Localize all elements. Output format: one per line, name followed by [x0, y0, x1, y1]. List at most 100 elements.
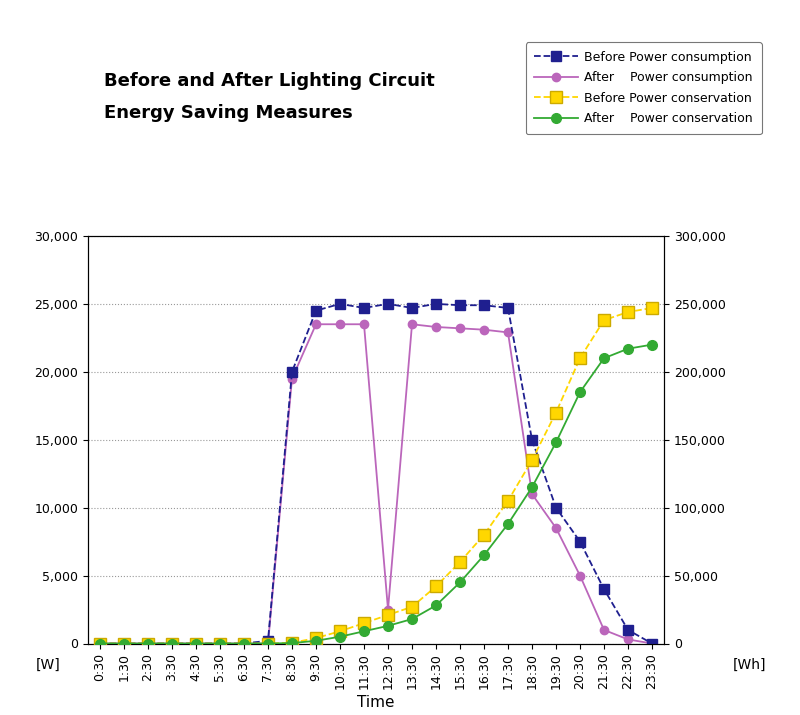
- Before Power consumption: [263, 636, 273, 645]
- Before Power consumption: [527, 435, 537, 444]
- Line: After    Power conservation: After Power conservation: [95, 340, 657, 649]
- After    Power conservation: [95, 639, 105, 648]
- After    Power consumption: [503, 328, 513, 337]
- After    Power consumption: [455, 324, 465, 332]
- After    Power consumption: [383, 605, 393, 613]
- After    Power consumption: [263, 639, 273, 648]
- Before Power consumption: [599, 585, 609, 593]
- Before Power consumption: [287, 368, 297, 376]
- Before Power conservation: [647, 304, 657, 312]
- After    Power conservation: [599, 354, 609, 363]
- After    Power consumption: [623, 635, 633, 644]
- After    Power conservation: [503, 520, 513, 528]
- After    Power conservation: [431, 601, 441, 610]
- After    Power consumption: [191, 639, 201, 648]
- After    Power conservation: [623, 345, 633, 353]
- After    Power consumption: [311, 320, 321, 329]
- After    Power conservation: [383, 621, 393, 630]
- Before Power consumption: [119, 639, 129, 648]
- Before Power consumption: [215, 639, 225, 648]
- Before Power conservation: [551, 408, 561, 417]
- Before Power conservation: [479, 531, 489, 539]
- Before Power consumption: [623, 626, 633, 634]
- Line: After    Power consumption: After Power consumption: [96, 320, 656, 648]
- Before Power consumption: [551, 503, 561, 512]
- Before Power consumption: [407, 304, 417, 312]
- Text: Energy Saving Measures: Energy Saving Measures: [104, 104, 353, 122]
- Before Power consumption: [575, 538, 585, 546]
- Before Power conservation: [119, 639, 129, 648]
- After    Power conservation: [287, 638, 297, 647]
- Before Power conservation: [95, 639, 105, 648]
- Before Power conservation: [359, 618, 369, 628]
- Before Power consumption: [359, 304, 369, 312]
- After    Power consumption: [143, 639, 153, 648]
- X-axis label: Time: Time: [358, 695, 394, 710]
- Before Power conservation: [599, 316, 609, 325]
- After    Power conservation: [143, 639, 153, 648]
- After    Power conservation: [647, 340, 657, 349]
- After    Power consumption: [407, 320, 417, 329]
- Before Power consumption: [95, 639, 105, 648]
- Text: [Wh]: [Wh]: [733, 658, 766, 672]
- After    Power consumption: [239, 639, 249, 648]
- Before Power consumption: [143, 639, 153, 648]
- After    Power consumption: [95, 639, 105, 648]
- After    Power consumption: [479, 325, 489, 334]
- After    Power consumption: [527, 490, 537, 498]
- Before Power consumption: [455, 301, 465, 310]
- Before Power conservation: [623, 307, 633, 316]
- After    Power conservation: [119, 639, 129, 648]
- After    Power conservation: [335, 632, 345, 641]
- After    Power conservation: [239, 639, 249, 648]
- After    Power conservation: [359, 627, 369, 636]
- After    Power conservation: [575, 388, 585, 396]
- After    Power conservation: [479, 551, 489, 559]
- Before Power consumption: [311, 306, 321, 315]
- After    Power conservation: [407, 615, 417, 623]
- Before Power consumption: [167, 639, 177, 648]
- Line: Before Power conservation: Before Power conservation: [94, 302, 658, 649]
- Before Power conservation: [455, 558, 465, 566]
- Text: Before and After Lighting Circuit: Before and After Lighting Circuit: [104, 72, 434, 89]
- Before Power consumption: [383, 300, 393, 308]
- Before Power consumption: [239, 639, 249, 648]
- After    Power conservation: [527, 483, 537, 492]
- Before Power conservation: [335, 627, 345, 636]
- Before Power consumption: [503, 304, 513, 312]
- After    Power conservation: [551, 438, 561, 447]
- Before Power conservation: [263, 639, 273, 648]
- Before Power conservation: [191, 639, 201, 648]
- Before Power conservation: [527, 456, 537, 465]
- Before Power conservation: [143, 639, 153, 648]
- After    Power consumption: [359, 320, 369, 329]
- After    Power conservation: [311, 636, 321, 645]
- After    Power consumption: [215, 639, 225, 648]
- Before Power conservation: [239, 639, 249, 648]
- After    Power consumption: [335, 320, 345, 329]
- Before Power conservation: [431, 582, 441, 591]
- After    Power consumption: [575, 571, 585, 580]
- After    Power conservation: [455, 578, 465, 586]
- After    Power consumption: [647, 639, 657, 648]
- After    Power consumption: [119, 639, 129, 648]
- Before Power conservation: [503, 496, 513, 505]
- Before Power conservation: [215, 639, 225, 648]
- After    Power consumption: [167, 639, 177, 648]
- Before Power conservation: [407, 603, 417, 611]
- Line: Before Power consumption: Before Power consumption: [95, 299, 657, 649]
- Before Power conservation: [167, 639, 177, 648]
- After    Power consumption: [287, 375, 297, 383]
- Text: [W]: [W]: [36, 658, 61, 672]
- Before Power consumption: [647, 639, 657, 648]
- After    Power conservation: [167, 639, 177, 648]
- Before Power consumption: [431, 300, 441, 308]
- Before Power conservation: [287, 638, 297, 647]
- Before Power conservation: [575, 354, 585, 363]
- After    Power conservation: [191, 639, 201, 648]
- Before Power conservation: [383, 611, 393, 619]
- Before Power consumption: [479, 301, 489, 310]
- After    Power consumption: [599, 626, 609, 634]
- After    Power consumption: [431, 322, 441, 331]
- Before Power consumption: [335, 300, 345, 308]
